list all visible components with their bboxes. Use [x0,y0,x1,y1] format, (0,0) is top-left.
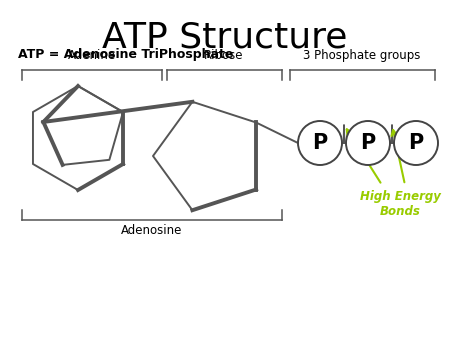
Text: ATP Structure: ATP Structure [102,20,348,54]
Text: P: P [360,133,376,153]
Text: 3 Phosphate groups: 3 Phosphate groups [303,49,421,62]
Text: P: P [312,133,328,153]
Circle shape [394,121,438,165]
Text: Adenine: Adenine [68,49,116,62]
Circle shape [298,121,342,165]
Text: Ribose: Ribose [204,49,244,62]
Text: High Energy
Bonds: High Energy Bonds [360,190,441,218]
Text: Adenosine: Adenosine [122,224,183,237]
Text: P: P [409,133,423,153]
Text: ATP = Adenosine TriPhosphate: ATP = Adenosine TriPhosphate [18,48,234,61]
Circle shape [346,121,390,165]
